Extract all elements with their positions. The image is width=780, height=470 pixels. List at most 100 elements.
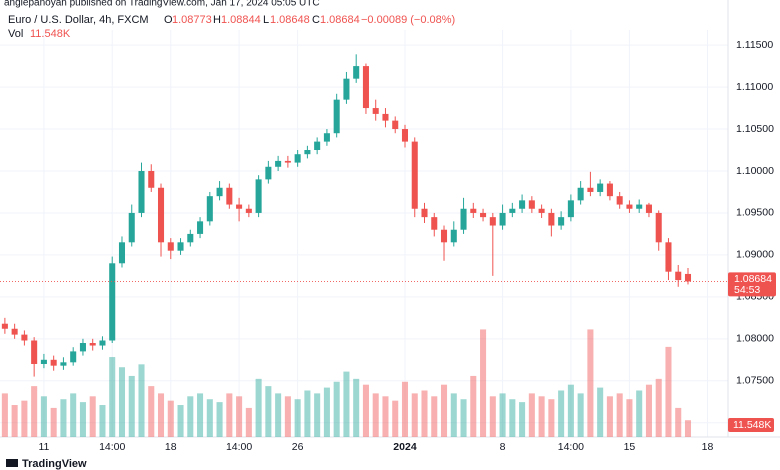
candle-body [167,242,174,251]
candle-body [528,200,535,209]
candle-body [89,343,96,346]
candle-body [197,221,204,234]
volume-bar [577,393,584,437]
volume-bar [597,387,604,437]
published-note: anglepanoyan published on TradingView.co… [4,0,320,9]
volume-bar [177,405,184,437]
volume-bar [1,393,8,437]
candle-body [372,108,379,114]
candle-body [157,187,165,243]
volume-bar [226,393,233,437]
volume-bar [148,386,155,437]
volume-bar [460,399,467,437]
volume-bar [567,384,574,437]
y-tick-label: 1.08000 [736,333,774,345]
x-tick-label: 14:00 [226,441,252,453]
volume-bar [411,393,418,437]
volume-bar [128,375,135,437]
x-tick-label: 26 [292,441,304,453]
open-label: O [164,14,173,26]
volume-bar [157,393,165,437]
logo-icon [6,459,18,467]
volume-bar [89,396,96,437]
candle-body [275,160,282,167]
candle-body [245,208,252,213]
volume-bar [626,399,633,437]
candle-body [684,273,692,282]
volume-bar [548,399,555,437]
volume-bar [138,364,145,437]
volume-bar [480,329,487,437]
candle-body [362,66,369,109]
candle-body [431,217,438,230]
candle-body [353,66,360,79]
candle-body [411,141,418,209]
logo: TradingView [22,458,87,470]
candle-body [60,362,67,366]
candle-body [21,334,28,341]
candle-body [138,170,145,213]
candle-body [1,323,8,329]
volume-bar [519,402,526,437]
candle-body [450,229,457,243]
candle-body [577,187,584,201]
candle-body [401,129,409,142]
candle-body [11,328,18,335]
candle-body [645,204,652,213]
volume-bar [382,396,389,437]
candle-body [519,200,526,209]
volume-bar [206,399,213,437]
volume-bar [645,384,652,437]
candle-body [616,196,623,205]
candle-body [665,242,672,272]
candle-body [597,183,604,192]
volume-bar [362,384,369,437]
candle-body [40,359,47,364]
candle-body [50,359,57,366]
volume-bar [197,393,204,437]
volume-bar [236,396,243,437]
candle-body [31,340,38,364]
volume-bar [509,399,516,437]
candle-body [548,212,555,226]
volume-bar [450,393,457,437]
candle-body [118,242,126,264]
volume-bar [528,393,535,437]
last-volume-tag [728,418,774,432]
volume-bar [284,396,291,437]
volume-bar [79,402,86,437]
volume-bar [40,396,47,437]
candle-body [499,212,506,226]
y-tick-label: 1.10500 [736,123,774,135]
volume-bar [70,393,77,437]
volume-bar [343,371,350,437]
candle-body [655,212,662,243]
volume-bar [372,393,379,437]
candle-body [587,187,594,192]
candle-body [460,208,467,230]
candle-body [323,133,330,142]
legend: Euro / U.S. Dollar, 4h, FXCM O 1.08773 H… [8,14,455,40]
candle-body [294,154,301,163]
x-tick-label: 14:00 [558,441,584,453]
y-tick-label: 1.09500 [736,207,774,219]
x-tick-label: 15 [624,441,636,453]
candle-body [558,217,565,226]
volume-bar [538,396,545,437]
candle-body [109,263,116,341]
x-tick-label: 8 [500,441,506,453]
candle-body [636,204,643,209]
y-tick-label: 1.10000 [736,165,774,177]
y-tick-label: 1.07500 [736,375,774,387]
x-tick-label: 18 [165,441,177,453]
countdown: 54:53 [734,284,760,296]
candle-body [236,204,243,209]
vol-label: Vol [8,28,23,40]
candle-body [675,271,682,281]
volume-bar [187,396,194,437]
candle-body [79,343,86,352]
candle-body [99,340,106,346]
volume-bar [470,375,477,437]
high-label: H [213,14,221,26]
volume-bar [440,384,448,437]
